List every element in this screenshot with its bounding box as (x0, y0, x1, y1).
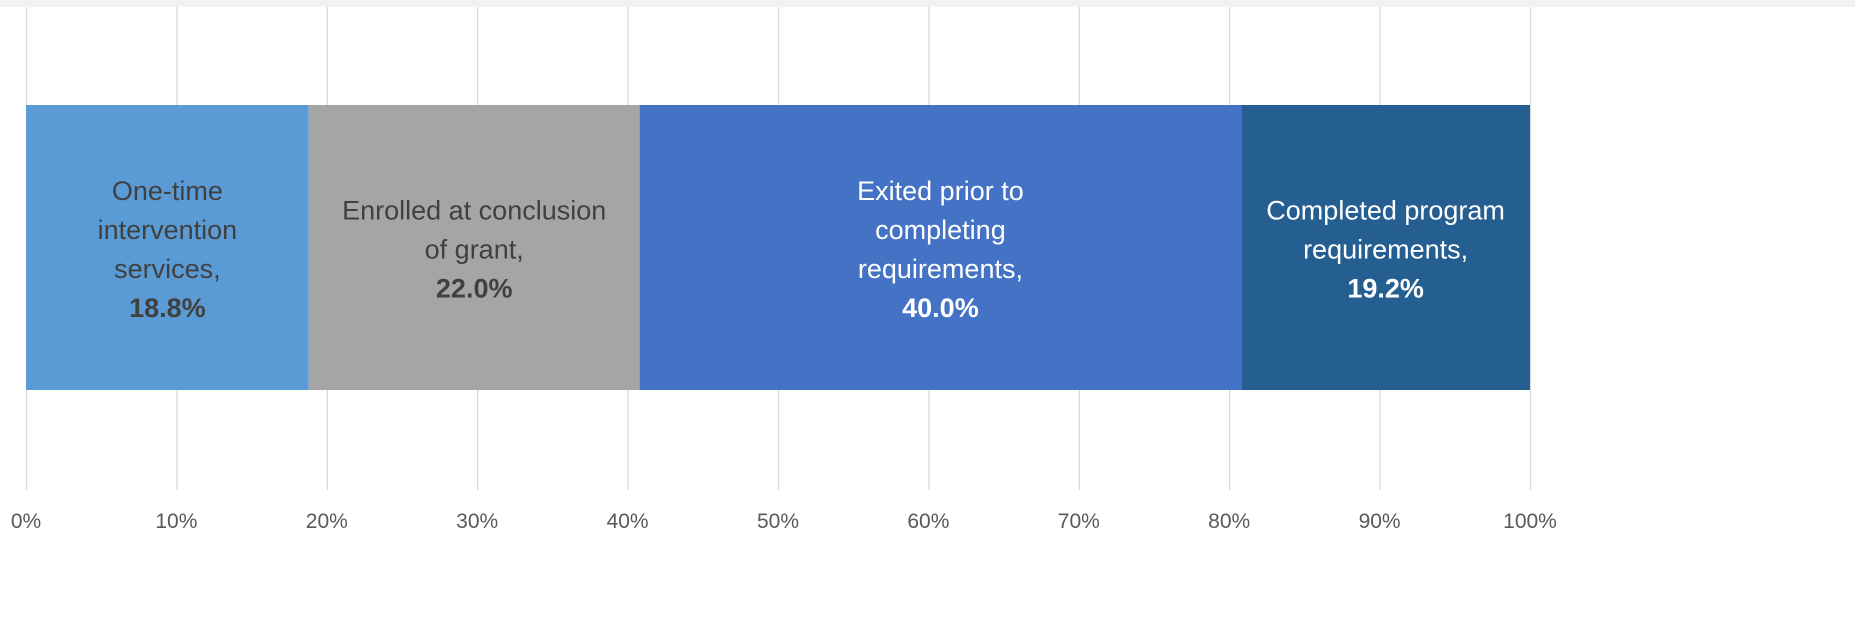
bar-segments (26, 105, 1530, 390)
x-tick-label-40: 40% (607, 510, 649, 533)
bar-segment-4 (1241, 105, 1530, 390)
bar-segment-2 (308, 105, 640, 390)
segment-category-line: of grant, (425, 234, 524, 264)
bar-segment-1 (26, 105, 309, 390)
bar-segment-3 (639, 105, 1242, 390)
segment-category-line: intervention (98, 215, 238, 245)
x-axis-ticks: 0% 10% 20% 30% 40% 50% 60% 70% 80% 90% 100% (11, 510, 1557, 533)
segment-category-line: requirements, (1303, 234, 1468, 264)
segment-category-line: One-time (112, 176, 223, 206)
segment-value-label-2: 22.0% (436, 273, 513, 303)
x-tick-label-10: 10% (155, 510, 197, 533)
x-tick-label-20: 20% (306, 510, 348, 533)
segment-label-2: Enrolled at conclusion of grant, 22.0% (342, 195, 606, 303)
segment-label-4: Completed program requirements, 19.2% (1266, 195, 1505, 303)
x-tick-label-0: 0% (11, 510, 41, 533)
segment-category-line: services, (114, 254, 221, 284)
segment-label-3: Exited prior to completing requirements, 40… (857, 176, 1024, 323)
segment-category-line: completing (875, 215, 1006, 245)
segment-label-1: One-time intervention services, 18.8% (98, 176, 238, 323)
segment-value-label-1: 18.8% (129, 293, 206, 323)
segment-value-label-3: 40.0% (902, 293, 979, 323)
x-tick-label-70: 70% (1058, 510, 1100, 533)
segment-labels: One-time intervention services, 18.8% Enroll… (98, 176, 1505, 323)
x-tick-label-100: 100% (1503, 510, 1557, 533)
x-tick-label-90: 90% (1359, 510, 1401, 533)
segment-category-line: Exited prior to (857, 176, 1024, 206)
segment-category-line: Enrolled at conclusion (342, 195, 606, 225)
segment-category-line: Completed program (1266, 195, 1505, 225)
x-tick-label-50: 50% (757, 510, 799, 533)
x-tick-label-60: 60% (907, 510, 949, 533)
x-tick-label-30: 30% (456, 510, 498, 533)
x-tick-label-80: 80% (1208, 510, 1250, 533)
chart-top-band (0, 0, 1855, 7)
segment-category-line: requirements, (858, 254, 1023, 284)
segment-value-label-4: 19.2% (1347, 273, 1424, 303)
